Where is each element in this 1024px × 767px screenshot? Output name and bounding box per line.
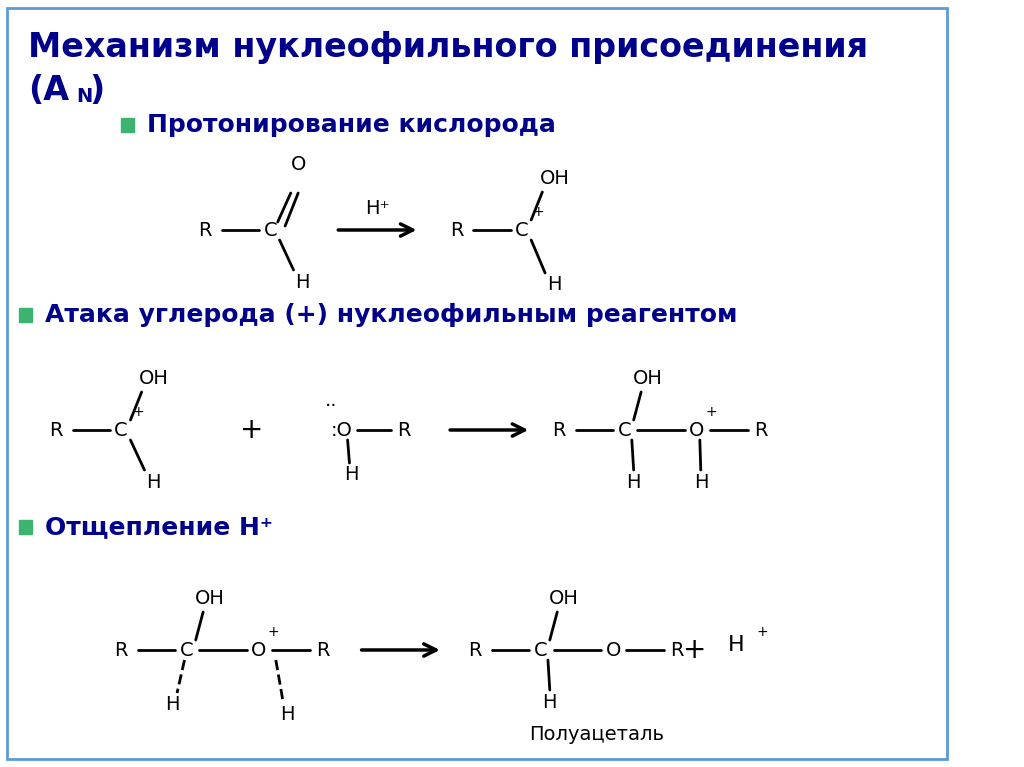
Text: :O: :O: [331, 420, 352, 439]
Text: H: H: [627, 472, 641, 492]
Text: H: H: [694, 472, 709, 492]
Text: +: +: [267, 625, 279, 639]
Text: Протонирование кислорода: Протонирование кислорода: [147, 113, 556, 137]
Text: +: +: [532, 205, 545, 219]
Text: R: R: [199, 220, 212, 239]
Text: H: H: [543, 693, 557, 712]
Text: (А: (А: [28, 74, 69, 107]
Text: R: R: [315, 640, 329, 660]
Text: OH: OH: [633, 368, 663, 387]
Text: O: O: [605, 640, 621, 660]
Text: H: H: [296, 272, 310, 291]
Text: R: R: [469, 640, 482, 660]
Text: +: +: [706, 405, 717, 419]
Text: H: H: [344, 466, 358, 485]
Text: R: R: [115, 640, 128, 660]
Text: H: H: [146, 472, 161, 492]
Text: OH: OH: [139, 368, 169, 387]
Bar: [121, 118, 134, 132]
Text: R: R: [450, 220, 464, 239]
Text: C: C: [115, 420, 128, 439]
Text: C: C: [534, 640, 547, 660]
Text: C: C: [179, 640, 194, 660]
Text: O: O: [689, 420, 705, 439]
Text: H: H: [728, 635, 744, 655]
Text: OH: OH: [540, 169, 569, 187]
Text: +: +: [132, 405, 143, 419]
Text: +: +: [240, 416, 263, 444]
Text: C: C: [617, 420, 631, 439]
Text: O: O: [251, 640, 266, 660]
Text: +: +: [757, 625, 768, 639]
Text: R: R: [49, 420, 62, 439]
Bar: [18, 520, 32, 534]
Text: OH: OH: [549, 588, 579, 607]
Text: C: C: [515, 220, 528, 239]
Text: Полуацеталь: Полуацеталь: [528, 726, 664, 745]
Text: O: O: [291, 156, 306, 175]
Text: OH: OH: [195, 588, 224, 607]
Text: ): ): [89, 74, 104, 107]
Text: N: N: [77, 87, 92, 107]
Text: Механизм нуклеофильного присоединения: Механизм нуклеофильного присоединения: [28, 31, 868, 64]
Text: H⁺: H⁺: [365, 199, 390, 218]
Text: Атака углерода (+) нуклеофильным реагентом: Атака углерода (+) нуклеофильным реагент…: [45, 303, 737, 327]
Text: R: R: [754, 420, 767, 439]
Text: C: C: [263, 220, 278, 239]
Text: H: H: [280, 706, 294, 725]
Bar: [18, 308, 32, 322]
Text: H: H: [165, 696, 179, 715]
Text: R: R: [552, 420, 566, 439]
Text: H: H: [547, 275, 562, 295]
Text: ..: ..: [325, 390, 337, 410]
Text: Отщепление Н⁺: Отщепление Н⁺: [45, 515, 272, 539]
Text: R: R: [670, 640, 683, 660]
Text: R: R: [396, 420, 411, 439]
Text: +: +: [683, 636, 706, 664]
